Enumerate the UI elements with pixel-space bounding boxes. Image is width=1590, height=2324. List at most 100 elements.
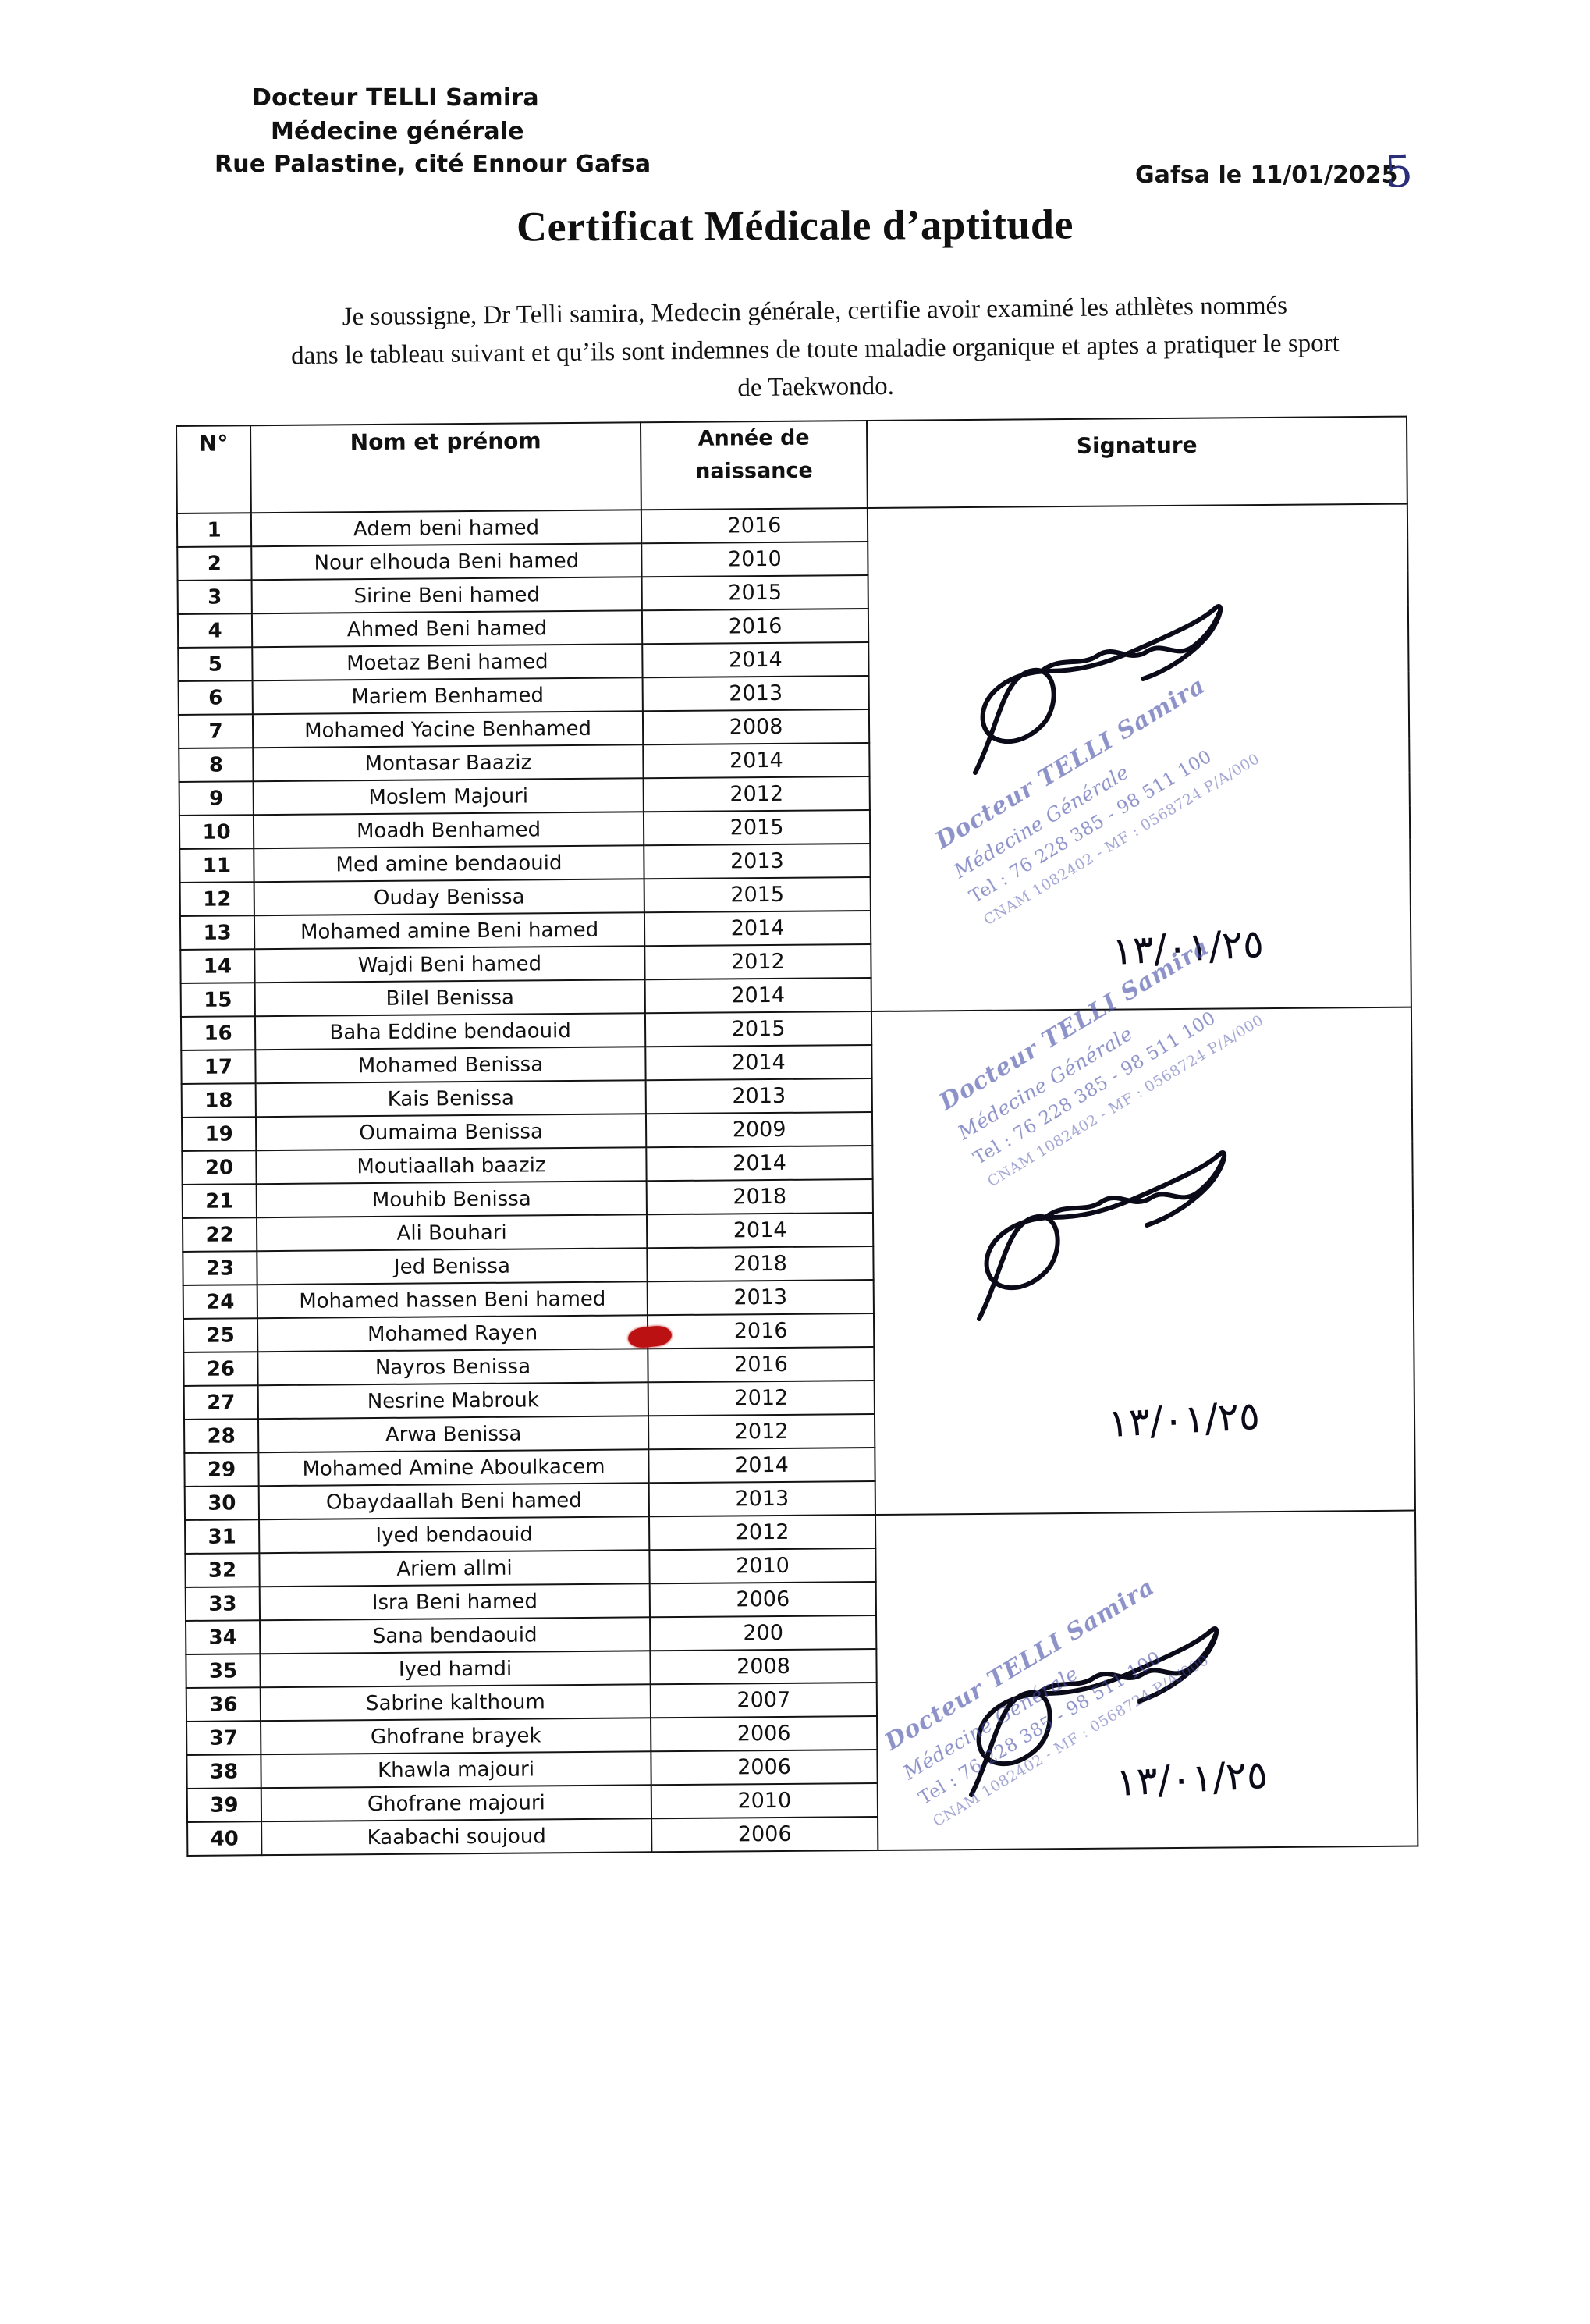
cell-athlete-name: Sirine Beni hamed (251, 577, 642, 614)
cell-number: 1 (176, 513, 252, 547)
cell-birth-year: 2016 (641, 508, 868, 544)
table-header-row: N° Nom et prénom Année de naissance Sign… (176, 416, 1407, 513)
cell-athlete-name: Nayros Benissa (257, 1349, 648, 1386)
cell-athlete-name: Sabrine kalthoum (260, 1684, 651, 1722)
cell-number: 25 (183, 1318, 258, 1352)
cell-number: 3 (177, 580, 252, 614)
cell-birth-year: 2014 (644, 978, 871, 1014)
cell-birth-year: 2016 (648, 1347, 875, 1383)
cell-number: 30 (184, 1486, 260, 1520)
cell-athlete-name: Wajdi Beni hamed (254, 946, 645, 983)
cell-birth-year: 2013 (648, 1480, 875, 1517)
cell-athlete-name: Mouhib Benissa (256, 1181, 647, 1218)
cell-birth-year: 2015 (644, 877, 871, 913)
cell-number: 6 (178, 680, 253, 715)
cell-birth-year: 2006 (651, 1816, 878, 1853)
cell-birth-year: 2018 (647, 1246, 874, 1282)
cell-number: 28 (184, 1419, 259, 1453)
cell-number: 19 (181, 1117, 257, 1151)
column-header-name: Nom et prénom (250, 422, 641, 513)
column-header-signature: Signature (866, 416, 1407, 509)
cell-birth-year: 2012 (648, 1414, 875, 1450)
cell-athlete-name: Iyed bendaouid (259, 1516, 650, 1554)
cell-birth-year: 2015 (643, 810, 871, 846)
cell-number: 21 (182, 1184, 257, 1218)
cell-birth-year: 2009 (645, 1112, 873, 1148)
cell-number: 39 (186, 1788, 262, 1822)
cell-birth-year: 2014 (645, 1045, 872, 1081)
table-header: N° Nom et prénom Année de naissance Sign… (176, 416, 1407, 513)
cell-birth-year: 2015 (641, 575, 868, 611)
cell-athlete-name: Arwa Benissa (258, 1416, 649, 1453)
cell-number: 27 (183, 1385, 259, 1420)
cell-athlete-name: Moetaz Beni hamed (252, 644, 643, 681)
cell-number: 23 (183, 1251, 257, 1285)
cell-birth-year: 2016 (641, 609, 869, 645)
cell-number: 33 (185, 1587, 261, 1621)
cell-birth-year: 200 (650, 1615, 877, 1651)
cell-athlete-name: Ariem allmi (259, 1550, 650, 1587)
cell-number: 8 (179, 748, 254, 782)
cell-athlete-name: Ouday Benissa (254, 879, 644, 916)
cell-athlete-name: Mariem Benhamed (252, 677, 643, 715)
cell-number: 18 (181, 1083, 256, 1118)
cell-number: 11 (179, 848, 254, 883)
cell-athlete-name: Montasar Baaziz (253, 744, 644, 782)
cell-number: 2 (177, 546, 252, 581)
cell-number: 36 (186, 1687, 261, 1722)
cell-athlete-name: Khawla majouri (261, 1751, 651, 1789)
birthyear-header-line2: naissance (695, 458, 813, 484)
cell-birth-year: 2010 (651, 1782, 878, 1819)
cell-signature-area (871, 1007, 1415, 1515)
document-date: Gafsa le 11/01/2025 (1135, 162, 1398, 189)
cell-birth-year: 2012 (649, 1514, 876, 1551)
cell-birth-year: 2014 (648, 1448, 875, 1484)
athletes-table-container: N° Nom et prénom Année de naissance Sign… (176, 416, 1418, 1857)
cell-athlete-name: Mohamed Yacine Benhamed (252, 711, 644, 748)
cell-athlete-name: Mohamed hassen Beni hamed (257, 1281, 648, 1319)
cell-number: 10 (179, 815, 254, 849)
cell-athlete-name: Mohamed Benissa (255, 1047, 646, 1084)
cell-number: 38 (186, 1754, 261, 1789)
cell-athlete-name: Moadh Benhamed (253, 812, 644, 849)
doctor-name: Docteur TELLI Samira (252, 84, 539, 112)
cell-athlete-name: Ghofrane majouri (261, 1785, 652, 1822)
letterhead: Docteur TELLI Samira Médecine générale R… (215, 82, 807, 182)
cell-birth-year: 2007 (650, 1682, 878, 1718)
cell-athlete-name: Moslem Majouri (253, 778, 644, 816)
cell-birth-year: 2018 (646, 1179, 873, 1215)
cell-birth-year: 2006 (651, 1749, 878, 1786)
cell-athlete-name: Mohamed Amine Aboulkacem (258, 1449, 649, 1487)
cell-athlete-name: Adem beni hamed (250, 510, 642, 547)
doctor-specialty: Médecine générale (271, 117, 524, 145)
cell-athlete-name: Mohamed amine Beni hamed (254, 912, 645, 950)
cell-birth-year: 2013 (645, 1078, 872, 1114)
cell-number: 14 (180, 949, 255, 983)
cell-birth-year: 2006 (651, 1715, 878, 1752)
athletes-table: N° Nom et prénom Année de naissance Sign… (176, 416, 1418, 1857)
cell-number: 37 (186, 1721, 261, 1755)
cell-athlete-name: Nesrine Mabrouk (257, 1382, 648, 1420)
column-header-birthyear: Année de naissance (640, 421, 868, 510)
cell-number: 20 (182, 1150, 257, 1185)
cell-athlete-name: Baha Eddine bendaouid (254, 1013, 646, 1050)
cell-signature-area (875, 1510, 1418, 1850)
cell-athlete-name: Mohamed Rayen (257, 1315, 648, 1352)
cell-number: 4 (177, 613, 253, 648)
page-title: Certificat Médicale d’aptitude (516, 201, 1074, 251)
table-body: 1 Adem beni hamed 2016 2 Nour elhouda Beni h… (176, 503, 1418, 1856)
cell-number: 29 (184, 1452, 259, 1487)
birthyear-header-line1: Année de (697, 425, 810, 451)
cell-number: 35 (186, 1654, 261, 1688)
cell-athlete-name: Oumaima Benissa (255, 1114, 647, 1151)
cell-birth-year: 2006 (649, 1581, 877, 1618)
cell-birth-year: 2016 (647, 1313, 875, 1349)
cell-birth-year: 2012 (644, 944, 871, 980)
cell-birth-year: 2014 (644, 911, 871, 947)
cell-birth-year: 2013 (644, 844, 871, 879)
cell-birth-year: 2013 (647, 1280, 874, 1316)
cell-athlete-name: Iyed hamdi (260, 1651, 651, 1688)
column-header-number: N° (176, 425, 251, 513)
cell-athlete-name: Ali Bouhari (256, 1214, 648, 1252)
handwritten-date-digit: 5 (1382, 145, 1414, 199)
